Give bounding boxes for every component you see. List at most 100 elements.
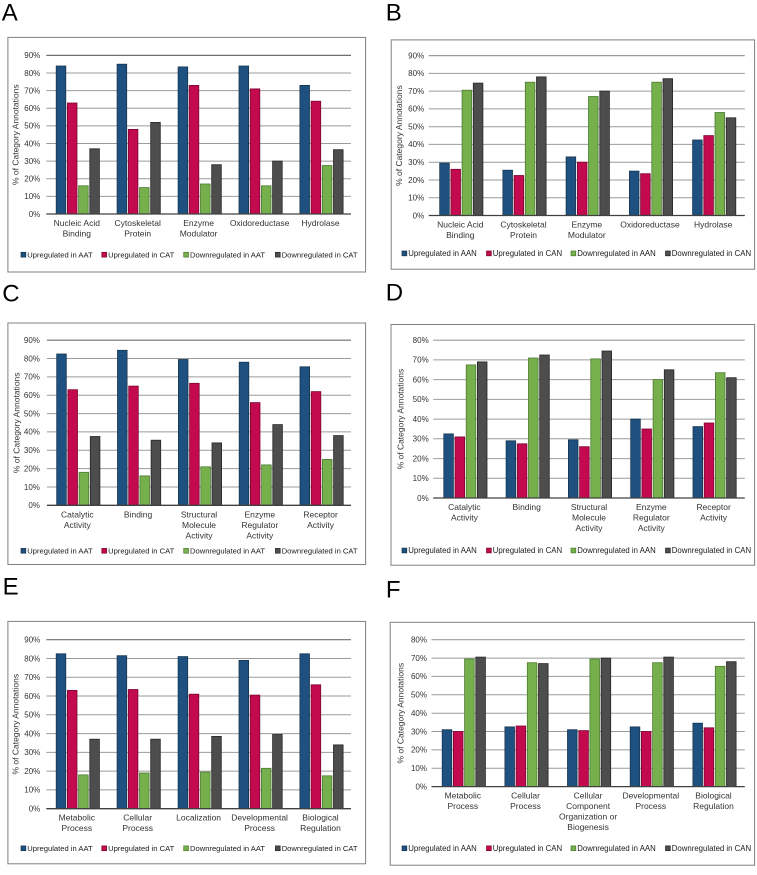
svg-text:Upregulated in AAN: Upregulated in AAN bbox=[408, 546, 476, 555]
svg-text:50%: 50% bbox=[24, 122, 40, 131]
svg-text:70%: 70% bbox=[24, 673, 40, 682]
svg-text:20%: 20% bbox=[24, 175, 40, 184]
svg-text:Upregulated in CAT: Upregulated in CAT bbox=[108, 547, 174, 556]
svg-text:Developmental: Developmental bbox=[231, 813, 288, 823]
svg-text:Regulator: Regulator bbox=[633, 513, 670, 523]
svg-text:Binding: Binding bbox=[513, 502, 542, 512]
svg-text:Process: Process bbox=[447, 801, 478, 811]
svg-text:Upregulated in AAT: Upregulated in AAT bbox=[27, 547, 93, 556]
svg-text:0%: 0% bbox=[29, 805, 41, 814]
svg-text:30%: 30% bbox=[24, 157, 40, 166]
svg-text:Activity: Activity bbox=[307, 520, 335, 530]
svg-text:Molecule: Molecule bbox=[182, 520, 216, 530]
svg-text:90%: 90% bbox=[24, 636, 40, 645]
svg-text:40%: 40% bbox=[24, 428, 40, 437]
svg-text:50%: 50% bbox=[413, 395, 429, 404]
svg-text:Cellular: Cellular bbox=[574, 791, 603, 801]
svg-text:Upregulated in CAN: Upregulated in CAN bbox=[493, 249, 562, 258]
svg-text:Regulation: Regulation bbox=[300, 823, 341, 833]
svg-text:50%: 50% bbox=[411, 691, 427, 700]
svg-text:Structural: Structural bbox=[571, 502, 607, 512]
svg-text:30%: 30% bbox=[408, 158, 424, 167]
svg-text:60%: 60% bbox=[411, 672, 427, 681]
svg-text:Enzyme: Enzyme bbox=[183, 218, 214, 228]
svg-text:Downregulated in AAT: Downregulated in AAT bbox=[190, 844, 265, 853]
svg-text:Metabolic: Metabolic bbox=[59, 813, 96, 823]
svg-text:Upregulated in CAT: Upregulated in CAT bbox=[108, 250, 174, 259]
svg-text:90%: 90% bbox=[24, 51, 40, 60]
svg-text:Structural: Structural bbox=[181, 509, 217, 519]
svg-text:Activity: Activity bbox=[64, 520, 92, 530]
svg-text:10%: 10% bbox=[24, 192, 40, 201]
svg-text:Catalytic: Catalytic bbox=[448, 502, 481, 512]
svg-text:% of Category Annotations: % of Category Annotations bbox=[12, 372, 22, 473]
svg-text:E: E bbox=[3, 574, 19, 601]
svg-text:Activity: Activity bbox=[186, 530, 214, 540]
svg-text:F: F bbox=[386, 577, 401, 604]
svg-text:20%: 20% bbox=[408, 176, 424, 185]
svg-text:10%: 10% bbox=[408, 194, 424, 203]
svg-text:80%: 80% bbox=[408, 69, 424, 78]
svg-text:Downregulated in CAT: Downregulated in CAT bbox=[282, 250, 358, 259]
svg-text:30%: 30% bbox=[24, 446, 40, 455]
svg-text:Nucleic Acid: Nucleic Acid bbox=[54, 218, 101, 228]
svg-text:Upregulated in CAT: Upregulated in CAT bbox=[108, 844, 174, 853]
svg-text:Catalytic: Catalytic bbox=[61, 509, 94, 519]
svg-text:0%: 0% bbox=[29, 210, 41, 219]
svg-text:Process: Process bbox=[61, 823, 92, 833]
svg-text:10%: 10% bbox=[24, 483, 40, 492]
svg-text:Upregulated in CAN: Upregulated in CAN bbox=[493, 546, 562, 555]
svg-text:Cytoskeletal: Cytoskeletal bbox=[500, 220, 546, 230]
svg-text:Cellular: Cellular bbox=[123, 813, 152, 823]
svg-text:Upregulated in AAN: Upregulated in AAN bbox=[408, 249, 476, 258]
svg-text:Oxidoreductase: Oxidoreductase bbox=[620, 220, 680, 230]
svg-text:Process: Process bbox=[510, 801, 541, 811]
svg-text:70%: 70% bbox=[24, 86, 40, 95]
svg-text:Receptor: Receptor bbox=[303, 509, 338, 519]
svg-text:Activity: Activity bbox=[576, 523, 604, 533]
svg-text:Biological: Biological bbox=[695, 791, 731, 801]
svg-text:Upregulated in AAT: Upregulated in AAT bbox=[27, 844, 93, 853]
svg-text:Activity: Activity bbox=[246, 530, 274, 540]
svg-text:10%: 10% bbox=[24, 786, 40, 795]
svg-text:90%: 90% bbox=[408, 51, 424, 60]
svg-text:0%: 0% bbox=[415, 782, 427, 791]
svg-text:Process: Process bbox=[244, 823, 275, 833]
svg-text:Developmental: Developmental bbox=[622, 791, 679, 801]
svg-text:Upregulated in AAT: Upregulated in AAT bbox=[27, 250, 93, 259]
svg-text:50%: 50% bbox=[408, 123, 424, 132]
svg-text:40%: 40% bbox=[411, 709, 427, 718]
svg-text:80%: 80% bbox=[24, 654, 40, 663]
svg-text:70%: 70% bbox=[413, 356, 429, 365]
svg-text:80%: 80% bbox=[24, 354, 40, 363]
svg-text:Regulation: Regulation bbox=[693, 801, 734, 811]
svg-text:Localization: Localization bbox=[176, 813, 221, 823]
svg-text:% of Category Annotations: % of Category Annotations bbox=[394, 85, 404, 186]
svg-text:Downregulated in CAN: Downregulated in CAN bbox=[672, 844, 751, 853]
svg-text:Downregulated in CAN: Downregulated in CAN bbox=[672, 546, 751, 555]
svg-text:Downregulated in AAT: Downregulated in AAT bbox=[190, 250, 265, 259]
svg-text:0%: 0% bbox=[413, 211, 425, 220]
svg-text:Downregulated in AAT: Downregulated in AAT bbox=[190, 547, 265, 556]
svg-text:70%: 70% bbox=[24, 373, 40, 382]
svg-text:Biogenesis: Biogenesis bbox=[567, 822, 609, 832]
svg-text:0%: 0% bbox=[28, 501, 40, 510]
svg-text:Binding: Binding bbox=[63, 229, 92, 239]
svg-text:Receptor: Receptor bbox=[696, 502, 731, 512]
svg-text:D: D bbox=[386, 279, 403, 306]
svg-text:Cellular: Cellular bbox=[511, 791, 540, 801]
svg-text:Activity: Activity bbox=[638, 523, 666, 533]
svg-text:30%: 30% bbox=[413, 435, 429, 444]
svg-text:Downregulated in CAT: Downregulated in CAT bbox=[282, 844, 358, 853]
svg-text:80%: 80% bbox=[413, 336, 429, 345]
svg-text:40%: 40% bbox=[413, 415, 429, 424]
svg-text:Modulator: Modulator bbox=[568, 230, 606, 240]
svg-text:Downregulated in CAT: Downregulated in CAT bbox=[282, 547, 358, 556]
svg-text:0%: 0% bbox=[417, 494, 429, 503]
svg-text:30%: 30% bbox=[411, 727, 427, 736]
svg-text:30%: 30% bbox=[24, 748, 40, 757]
svg-text:Binding: Binding bbox=[124, 509, 153, 519]
svg-text:Downregulated in CAN: Downregulated in CAN bbox=[672, 249, 751, 258]
svg-text:Activity: Activity bbox=[700, 513, 728, 523]
svg-text:Regulator: Regulator bbox=[241, 520, 278, 530]
